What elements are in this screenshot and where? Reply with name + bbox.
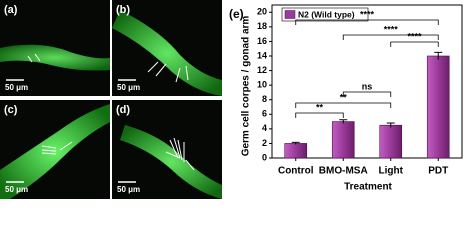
panel-label: (a) (4, 4, 18, 16)
y-tick-label: 8 (262, 94, 267, 104)
y-tick-label: 20 (257, 7, 267, 17)
y-tick-label: 16 (257, 36, 267, 46)
legend-box (281, 7, 369, 22)
significance-label: **** (384, 24, 399, 34)
x-tick-label: Light (379, 166, 404, 177)
image-panel: (d) 50 μm (112, 100, 222, 199)
bar (426, 55, 450, 159)
plot-frame (271, 4, 463, 159)
bar (331, 121, 355, 159)
bar (379, 124, 403, 159)
x-tick-label: BMO-MSA (319, 166, 368, 177)
significance-label: **** (407, 31, 422, 41)
significance-bracket (295, 102, 392, 108)
y-tick-label: 0 (262, 152, 267, 162)
significance-label: ** (316, 102, 324, 112)
x-tick-label: PDT (428, 166, 448, 177)
image-panel: (b) 50 μm (112, 0, 222, 96)
scale-bar-label: 50 μm (5, 83, 28, 92)
y-tick-label: 14 (257, 50, 267, 60)
panel-label: (d) (116, 104, 130, 116)
y-tick-label: 12 (257, 65, 267, 75)
scale-bar-label: 50 μm (117, 185, 140, 194)
significance-bracket (295, 19, 439, 25)
image-panel: (a) 50 μm (0, 0, 110, 96)
significance-bracket (295, 112, 344, 118)
y-tick-label: 4 (262, 123, 267, 133)
panel-label: (c) (4, 104, 18, 116)
significance-bracket (342, 91, 392, 97)
panel-label: (b) (116, 4, 130, 16)
significance-label: ** (340, 92, 348, 102)
legend-swatch (284, 10, 296, 19)
legend-label: N2 (Wild type) (298, 9, 355, 19)
image-panel: (c) 50 μm (0, 100, 110, 199)
scale-bar-label: 50 μm (117, 83, 140, 92)
x-tick-label: Control (278, 166, 314, 177)
y-axis-label: Germ cell corpes / gonad arm (241, 16, 252, 157)
y-tick-label: 18 (257, 21, 267, 31)
x-axis-label: Treatment (344, 182, 392, 193)
panel-label: (e) (229, 7, 244, 21)
significance-label: **** (360, 9, 375, 19)
scale-bar-label: 50 μm (5, 185, 28, 194)
figure: (a) 50 μm (b) 50 μm (c) 50 μm (d) 50 μm … (0, 0, 463, 199)
bar (284, 143, 308, 159)
significance-bracket (390, 41, 439, 47)
significance-bracket (342, 34, 439, 40)
y-tick-label: 2 (262, 138, 267, 148)
significance-label: ns (362, 81, 373, 91)
y-tick-label: 10 (257, 80, 267, 90)
y-tick-label: 6 (262, 109, 267, 119)
